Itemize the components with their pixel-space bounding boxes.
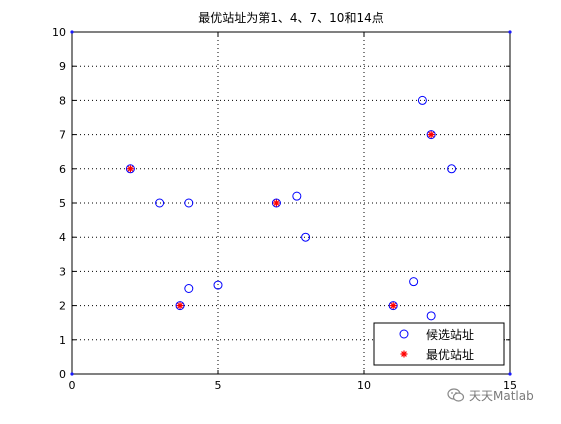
candidate-site-point [426, 311, 436, 321]
candidate-site-point [417, 95, 427, 105]
y-tick-label: 4 [59, 231, 66, 244]
y-tick-label: 2 [59, 300, 66, 313]
y-tick-label: 9 [59, 60, 66, 73]
axes-corner-dot [508, 30, 512, 34]
optimal-site-point [389, 302, 397, 310]
y-tick-label: 1 [59, 334, 66, 347]
legend-box [373, 322, 505, 366]
legend-marker-asterisk [400, 350, 408, 358]
y-tick-label: 8 [59, 94, 66, 107]
axes-corner-dot [508, 372, 512, 376]
candidate-site-point [271, 198, 281, 208]
data-points [125, 95, 457, 321]
candidate-site-point [213, 280, 223, 290]
wechat-icon [447, 388, 465, 402]
asterisk-stroke [273, 200, 280, 206]
optimal-site-point [427, 131, 435, 139]
chart-title: 最优站址为第1、4、7、10和14点 [198, 11, 383, 25]
candidate-site-point [184, 284, 194, 293]
optimal-site-point [272, 199, 280, 207]
candidate-site-point [409, 277, 419, 287]
y-tick-label: 5 [59, 197, 66, 210]
x-tick-label: 0 [69, 379, 76, 392]
y-tick-label: 3 [59, 265, 66, 278]
watermark-text: 天天Matlab [469, 388, 534, 403]
y-tick-label: 7 [59, 129, 66, 142]
candidate-site-point [155, 198, 165, 208]
x-tick-label: 15 [503, 379, 517, 392]
axes-corner-dot [70, 372, 74, 376]
candidate-site-point [292, 191, 302, 201]
candidate-site-point [184, 198, 194, 208]
y-tick-label: 6 [59, 163, 66, 176]
optimal-site-point [126, 165, 134, 173]
candidate-site-point [125, 164, 135, 174]
asterisk-stroke [401, 351, 407, 357]
x-tick-label: 5 [215, 379, 222, 392]
asterisk-stroke [428, 131, 435, 138]
asterisk-stroke [127, 165, 134, 172]
optimal-site-point [176, 302, 184, 310]
asterisk-stroke [390, 302, 397, 309]
legend-marker-circle [399, 329, 409, 339]
grid-lines [72, 32, 510, 374]
watermark: 天天Matlab [447, 386, 534, 404]
candidate-site-point [175, 301, 185, 311]
legend-label: 候选站址 [426, 328, 474, 342]
y-tick-label: 0 [59, 368, 66, 381]
axis-ticks: 0 5 10 15 0 1 2 3 4 5 6 7 8 9 10 [52, 26, 517, 392]
candidate-site-point [388, 301, 398, 311]
legend-label: 最优站址 [426, 348, 474, 362]
candidate-site-point [447, 164, 457, 174]
asterisk-stroke [177, 302, 183, 309]
candidate-site-point [301, 232, 311, 242]
axes-corner-dot [70, 30, 74, 34]
y-tick-label: 10 [52, 26, 66, 39]
candidate-site-point [426, 130, 436, 140]
x-tick-label: 10 [357, 379, 371, 392]
